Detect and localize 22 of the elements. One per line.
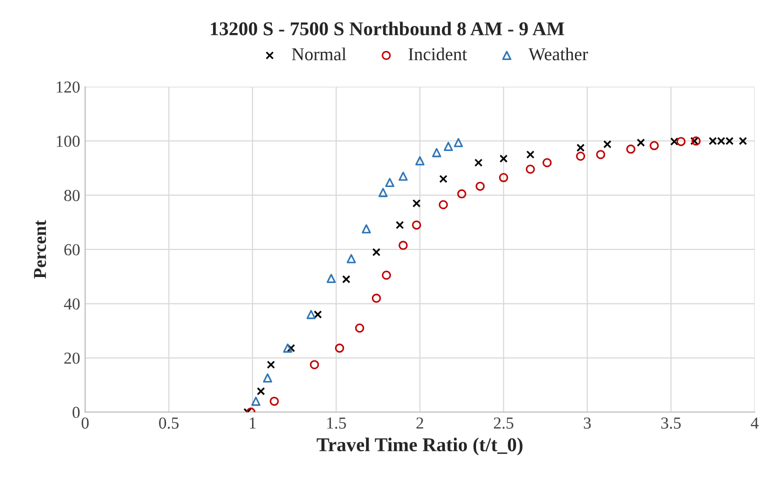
y-tick-label: 20 (64, 352, 80, 364)
y-tick-label: 100 (56, 136, 80, 147)
legend-label: Weather (528, 48, 588, 60)
y-tick-label: 60 (64, 244, 80, 256)
legend-label: Incident (408, 48, 467, 60)
legend-label: Normal (292, 48, 346, 60)
x-tick-label: 1.5 (327, 418, 346, 429)
y-tick-label: 40 (64, 298, 80, 310)
y-tick-label: 120 (56, 81, 80, 93)
x-tick-label: 2.5 (494, 418, 514, 429)
x-tick-label: 0 (82, 417, 89, 429)
x-axis-title: Travel Time Ratio (t/t_0) (316, 438, 522, 456)
x-tick-label: 3.5 (661, 418, 681, 429)
x-tick-label: 0.5 (159, 417, 179, 429)
y-axis-title: Percent (34, 220, 46, 279)
y-tick-label: 0 (72, 406, 80, 418)
x-tick-label: 1 (250, 418, 256, 429)
x-tick-label: 3 (584, 418, 591, 429)
chart-title: 13200 S - 7500 S Northbound 8 AM - 9 AM (210, 22, 564, 36)
y-tick-label: 80 (64, 190, 80, 202)
x-tick-label: 2 (416, 418, 424, 429)
x-tick-label: 4 (750, 418, 759, 429)
